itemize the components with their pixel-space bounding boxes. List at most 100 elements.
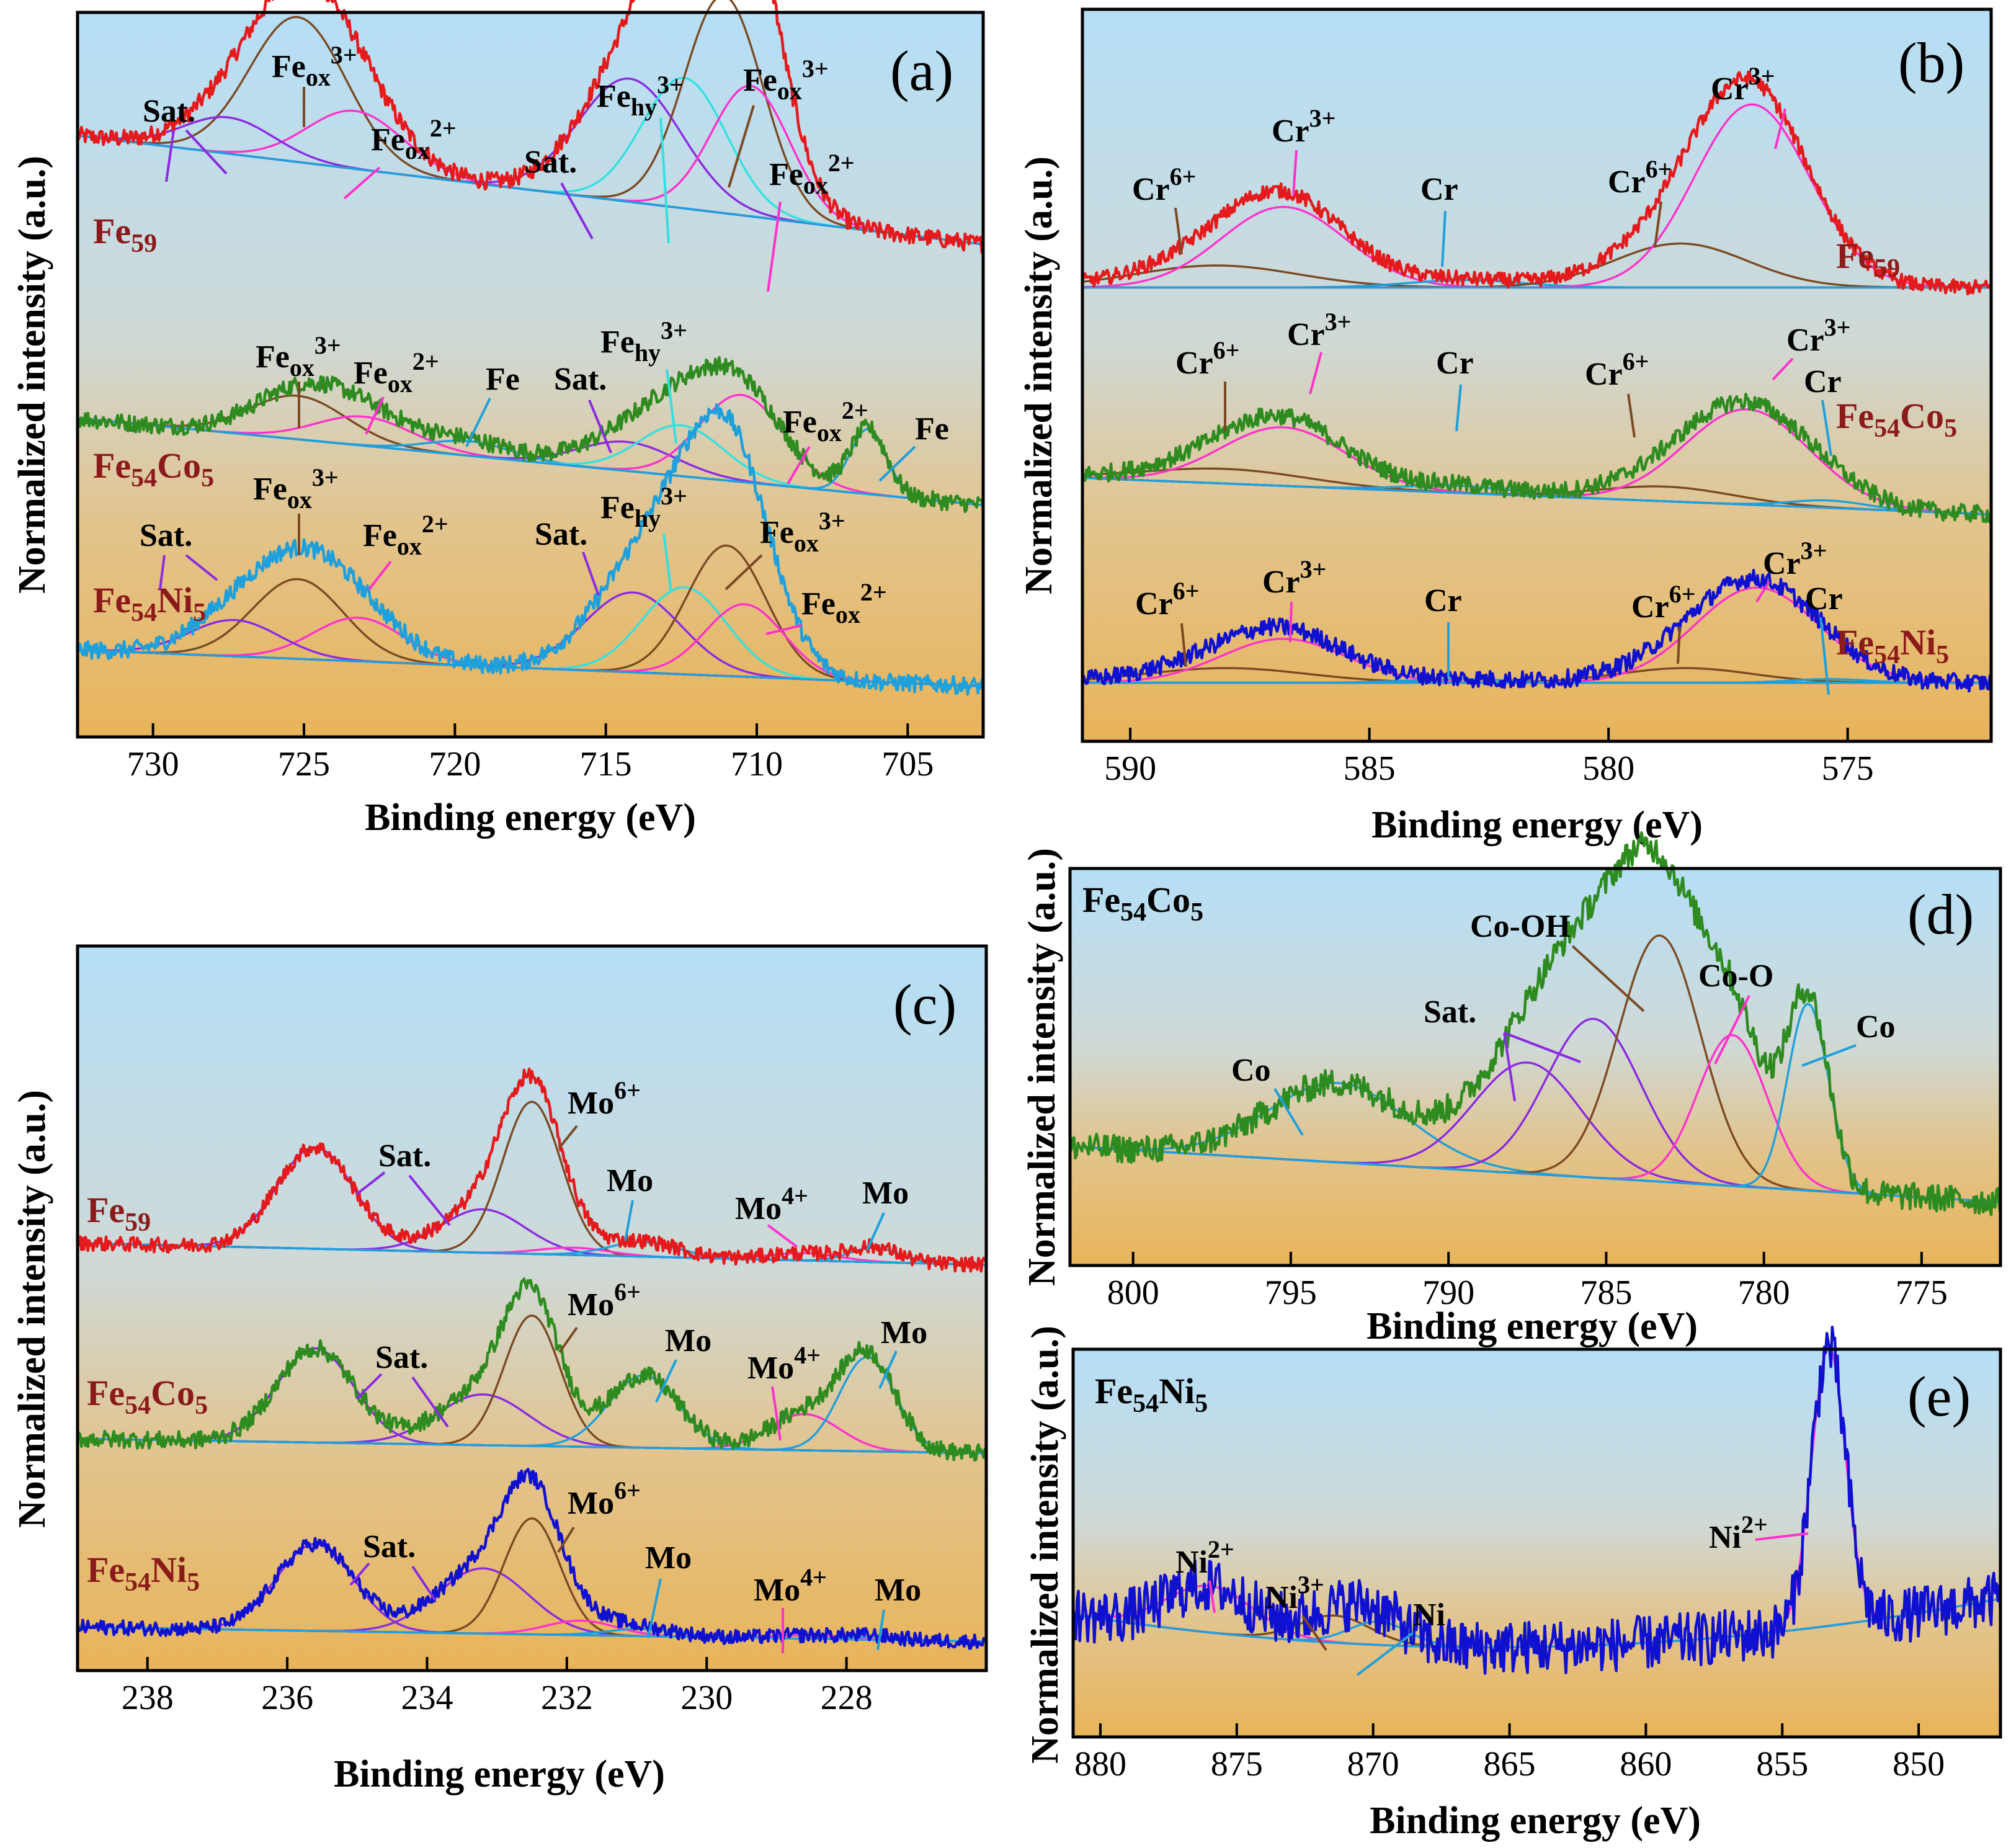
anno-d-sat-1: Sat. (1424, 994, 1476, 1030)
arrow-b-11 (1821, 400, 1832, 457)
x-tick-label: 875 (1211, 1745, 1263, 1783)
panel-a-background (78, 12, 983, 737)
panel-c: 238 236 234 232 230 228 (c) Binding energy (e… (11, 944, 988, 1795)
anno-d-coo: Co-O (1698, 958, 1773, 994)
x-tick-label: 730 (127, 745, 179, 783)
anno-a-feox2-1: Feox2+ (371, 114, 457, 164)
arrow-b-9 (1627, 393, 1636, 438)
anno-c-mo-5: Mo (645, 1540, 692, 1576)
panel-c-ticks: 238 236 234 232 230 228 (122, 1657, 873, 1717)
anno-c-mo4-2: Mo4+ (747, 1341, 821, 1386)
x-tick-label: 575 (1822, 749, 1874, 788)
arrow-e-1 (1208, 1580, 1216, 1614)
spectrum-Fe54Co5 (76, 1277, 987, 1462)
anno-a-sat-3: Sat. (554, 362, 607, 397)
anno-b-cr-2: Cr (1436, 346, 1474, 381)
arrow-d-1 (1273, 1087, 1304, 1136)
arrow-b-4 (1654, 201, 1662, 248)
arrow-d-3 (1504, 1032, 1581, 1063)
panel-b-annotations: Cr6+ Cr3+ Cr Cr6+ Cr3+ Cr6+ Cr3+ Cr Cr6+… (1132, 62, 1850, 695)
arrow-d-5 (1714, 995, 1750, 1065)
arrow-c-2 (408, 1174, 451, 1226)
x-tick-label: 790 (1422, 1274, 1474, 1312)
arrow-b-10 (1772, 357, 1794, 381)
anno-b-cr3-3: Cr3+ (1287, 308, 1351, 352)
x-tick-label: 230 (680, 1679, 733, 1717)
panel-b-ticks: 590 585 580 575 (1104, 728, 1874, 788)
panel-a-ylabel: Normalized intensity (a.u.) (11, 156, 53, 594)
anno-d-co-1: Co (1231, 1053, 1271, 1088)
anno-b-cr6-6: Cr6+ (1631, 580, 1695, 625)
panel-e-annotations: Ni2+ Ni3+ Ni Ni2+ (1175, 1511, 1809, 1676)
x-tick-label: 795 (1265, 1274, 1317, 1312)
background-line-1 (1069, 1145, 2001, 1203)
arrow-b-16 (1755, 581, 1770, 603)
anno-c-sat-2: Sat. (375, 1340, 428, 1375)
panel-a-xlabel: Binding energy (eV) (365, 797, 696, 839)
panel-e-ylabel: Normalized intensity (a.u.) (1024, 1326, 1066, 1764)
spectrum-Fe54Co5 (1068, 831, 2002, 1216)
arrow-b-3 (1441, 210, 1447, 267)
anno-a-feox3-2: Feox3+ (743, 55, 829, 105)
panel-a: 730 725 720 715 710 705 (a) Binding energy (e… (11, 0, 985, 839)
anno-b-cr3-6: Cr3+ (1763, 537, 1827, 581)
arrow-c-11 (771, 1386, 782, 1441)
anno-b-cr6-2: Cr6+ (1608, 155, 1672, 200)
label-fe59-b: Fe59 (1836, 236, 1900, 283)
anno-a-feox3-5: Feox3+ (760, 507, 845, 557)
panel-e: 880 875 870 865 860 855 850 (e) Binding energy… (1024, 1325, 2002, 1842)
label-fe54co5-a: Fe54Co5 (93, 445, 214, 493)
panel-e-letter: (e) (1907, 1365, 1971, 1428)
anno-c-mo-2: Mo (862, 1176, 909, 1211)
arrow-e-2 (1301, 1615, 1327, 1651)
arrow-a-6 (659, 117, 670, 244)
spectrum-Fe54Ni5 (1071, 1325, 2002, 1675)
panel-d-xlabel: Binding energy (eV) (1367, 1305, 1698, 1347)
label-fe59-c: Fe59 (87, 1190, 151, 1237)
anno-b-cr3-5: Cr3+ (1262, 555, 1326, 600)
panel-e-background (1073, 1349, 2000, 1737)
arrow-b-15 (1677, 626, 1681, 664)
panel-b-letter: (b) (1898, 31, 1964, 94)
arrow-a-20 (582, 551, 600, 596)
spectrum-Fe54Ni5 (76, 1467, 988, 1650)
panel-d-annotations: Co Sat. Co-OH Co-O Co (1231, 909, 1896, 1136)
arrow-b-8 (1455, 384, 1462, 432)
arrow-e-4 (1755, 1532, 1809, 1541)
label-fe59-a: Fe59 (93, 211, 157, 258)
arrow-c-6 (866, 1212, 885, 1251)
panel-b-xlabel: Binding energy (eV) (1371, 804, 1703, 846)
arrow-a-23 (765, 624, 802, 635)
panel-c-annotations: Sat. Mo6+ Mo Mo4+ Mo Sat. Mo6+ Mo Mo4+ M… (349, 1076, 927, 1653)
arrow-a-1 (165, 130, 175, 182)
panel-d-plot (1068, 831, 2002, 1216)
arrow-c-5 (767, 1224, 798, 1248)
anno-b-cr6-1: Cr6+ (1132, 163, 1196, 207)
spectrum-Fe54Co5 (1081, 393, 1993, 524)
anno-a-feox3-1: Feox3+ (272, 41, 357, 91)
anno-c-mo6-1: Mo6+ (568, 1076, 641, 1121)
x-tick-label: 720 (429, 745, 481, 783)
anno-a-sat-5: Sat. (535, 517, 587, 552)
anno-a-fehy3-1: Fehy3+ (597, 71, 684, 121)
arrow-a-19 (368, 560, 392, 591)
anno-e-ni3: Ni3+ (1265, 1571, 1324, 1615)
panel-d-background (1070, 868, 2000, 1265)
arrow-b-2 (1292, 150, 1298, 196)
panel-c-ylabel: Normalized intensity (a.u.) (11, 1090, 53, 1528)
x-tick-label: 785 (1580, 1274, 1632, 1312)
arrow-c-1 (355, 1171, 386, 1195)
anno-a-fe-1: Fe (486, 362, 520, 397)
arrow-c-4 (624, 1200, 634, 1241)
anno-e-ni2-1: Ni2+ (1175, 1535, 1234, 1580)
panel-e-xlabel: Binding energy (eV) (1370, 1800, 1701, 1842)
panel-b: 590 585 580 575 (b) Binding energy (eV) Nor… (1018, 7, 1993, 846)
arrow-c-10 (655, 1359, 677, 1403)
arrow-c-16 (647, 1578, 662, 1638)
background-line-1 (77, 1242, 987, 1266)
panel-d-frame (1068, 867, 2002, 1267)
anno-e-ni: Ni (1413, 1597, 1445, 1633)
anno-b-cr6-3: Cr6+ (1175, 336, 1239, 381)
spectrum-Fe54Co5 (77, 356, 985, 514)
arrow-a-7 (728, 105, 755, 188)
